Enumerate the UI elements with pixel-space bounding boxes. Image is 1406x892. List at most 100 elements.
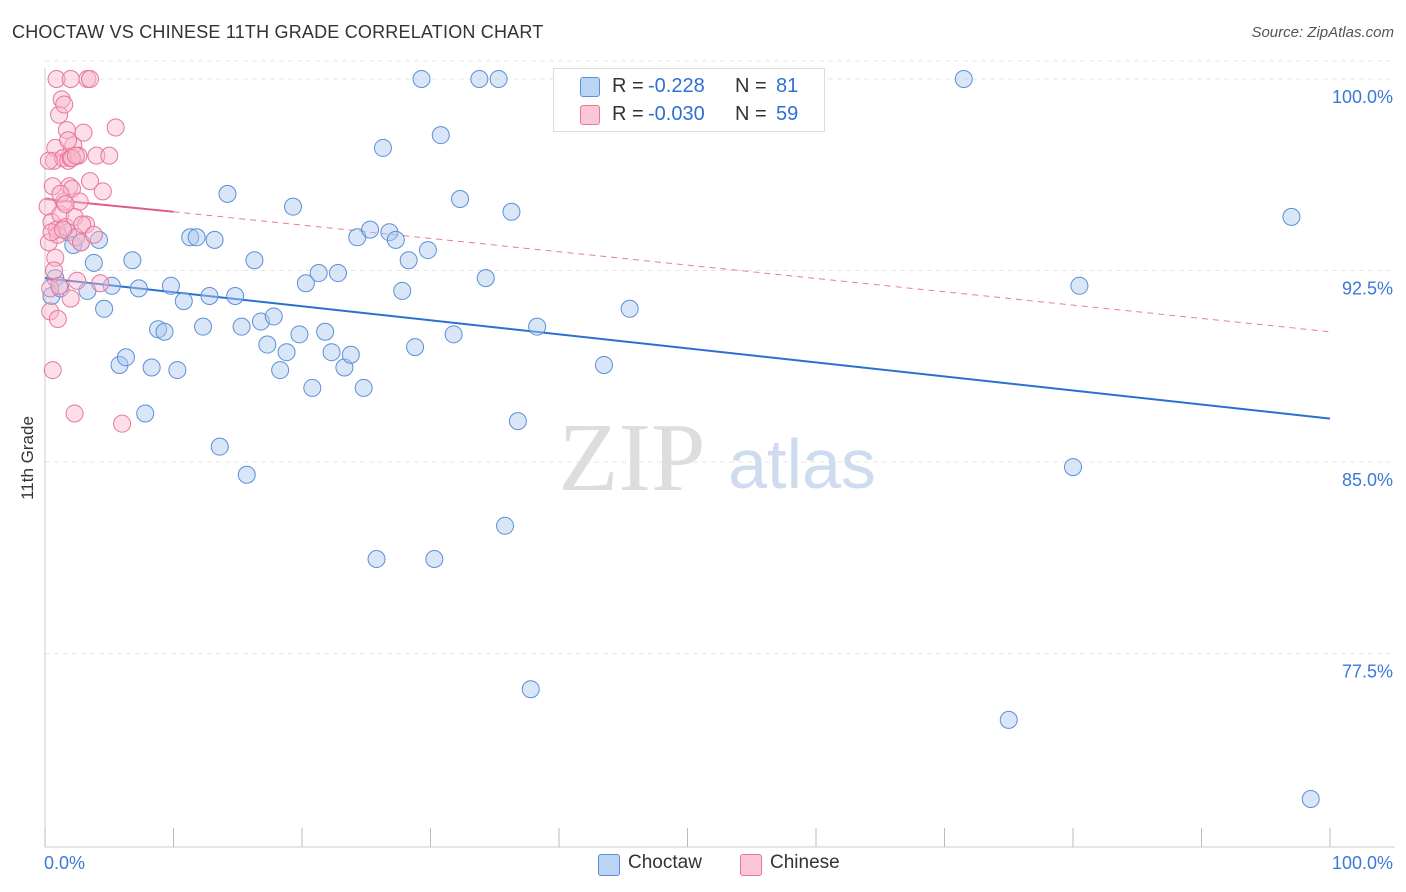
chinese-point	[65, 404, 84, 423]
chinese-point	[77, 215, 96, 234]
choctaw-point	[999, 710, 1018, 729]
choctaw-point	[95, 299, 114, 318]
choctaw-point	[161, 276, 180, 295]
chinese-point	[113, 414, 132, 433]
correlation-legend: R = -0.228 N = 81 R = -0.030 N = 59	[553, 68, 825, 132]
choctaw-point	[386, 230, 405, 249]
chinese-point	[70, 192, 89, 211]
choctaw-point	[245, 251, 264, 270]
trend-lines	[44, 198, 1331, 420]
choctaw-swatch	[598, 854, 620, 876]
choctaw-point	[412, 70, 431, 88]
chinese-point	[50, 276, 69, 295]
chinese-point	[64, 136, 83, 155]
choctaw-point	[210, 437, 229, 456]
chinese-point	[51, 184, 70, 203]
choctaw-point	[296, 274, 315, 293]
choctaw-point	[594, 355, 613, 374]
chinese-point	[80, 70, 99, 88]
choctaw-point	[181, 228, 200, 247]
choctaw-point	[954, 70, 973, 88]
tick-labels: 77.5% 85.0% 92.5% 100.0% 0.0% 100.0%	[44, 87, 1393, 873]
chinese-point	[47, 70, 66, 88]
chinese-point	[41, 302, 60, 321]
choctaw-point	[425, 550, 444, 568]
chinese-point	[106, 118, 125, 137]
r-label: R =	[612, 75, 644, 97]
r-label: R =	[612, 103, 644, 125]
data-points	[38, 70, 1320, 808]
choctaw-point	[309, 264, 328, 283]
watermark-atlas: atlas	[728, 425, 876, 503]
x-tick-label: 100.0%	[1332, 853, 1393, 873]
choctaw-point	[205, 230, 224, 249]
choctaw-point	[84, 253, 103, 272]
choctaw-point	[418, 241, 437, 260]
n-label: N =	[735, 103, 767, 125]
chinese-swatch	[580, 105, 600, 125]
choctaw-point	[168, 361, 187, 380]
choctaw-point	[476, 269, 495, 288]
y-tick-label: 92.5%	[1342, 278, 1393, 298]
choctaw-point	[1064, 458, 1082, 477]
chinese-point	[68, 271, 87, 290]
choctaw-point	[444, 325, 463, 344]
chinese-point	[91, 274, 110, 293]
chinese-point	[43, 361, 62, 380]
chinese-swatch	[740, 854, 762, 876]
choctaw-point	[200, 287, 219, 306]
source-label: Source: ZipAtlas.com	[1251, 24, 1394, 41]
choctaw-point	[470, 70, 489, 88]
chinese-point	[46, 248, 65, 267]
legend-label: Choctaw	[628, 852, 702, 873]
choctaw-point	[42, 287, 61, 306]
chinese-point	[61, 289, 80, 308]
choctaw-point	[237, 465, 256, 484]
choctaw-point	[489, 70, 508, 88]
choctaw-point	[290, 325, 309, 344]
n-value: 59	[776, 103, 799, 125]
watermark-zip: ZIP	[559, 404, 706, 512]
choctaw-point	[322, 343, 341, 362]
chinese-point	[39, 151, 58, 170]
choctaw-point	[264, 307, 283, 326]
choctaw-point	[187, 228, 206, 247]
choctaw-point	[116, 348, 135, 367]
choctaw-point	[354, 378, 373, 397]
y-tick-label: 100.0%	[1332, 87, 1393, 107]
choctaw-point	[328, 264, 347, 283]
chinese-point	[52, 90, 71, 109]
choctaw-point	[341, 345, 360, 364]
choctaw-point	[277, 343, 296, 362]
choctaw-point	[393, 281, 412, 300]
y-tick-label: 85.0%	[1342, 470, 1393, 490]
chinese-point	[56, 195, 75, 214]
choctaw-point	[232, 317, 251, 336]
choctaw-point	[136, 404, 155, 423]
choctaw-point	[174, 292, 193, 311]
chinese-point	[100, 146, 119, 165]
chinese-point	[42, 223, 61, 242]
choctaw-point	[316, 322, 335, 341]
choctaw-point	[194, 317, 213, 336]
axes	[44, 68, 1395, 848]
chinese-point	[84, 225, 103, 244]
choctaw-point	[1282, 207, 1301, 226]
choctaw-point	[218, 184, 237, 203]
chinese-point	[48, 310, 67, 328]
choctaw-point	[1070, 276, 1089, 295]
choctaw-point	[155, 322, 174, 341]
choctaw-point	[367, 550, 386, 568]
choctaw-point	[528, 317, 547, 336]
choctaw-point	[521, 680, 540, 699]
n-value: 81	[776, 75, 799, 97]
chinese-point	[60, 177, 79, 196]
choctaw-point	[399, 251, 418, 270]
r-value: -0.030	[648, 103, 705, 125]
choctaw-point	[303, 378, 322, 397]
n-label: N =	[735, 75, 767, 97]
choctaw-point	[373, 138, 392, 157]
choctaw-point	[451, 190, 470, 208]
choctaw-swatch	[580, 77, 600, 97]
